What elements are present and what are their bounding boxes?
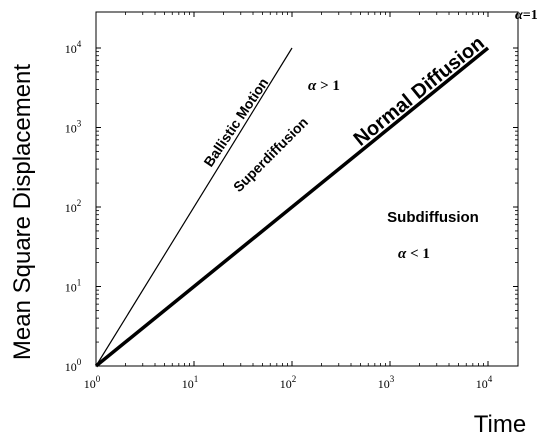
annotation-alpha-equals-one: α=1 — [515, 8, 538, 23]
y-tick-label: 104 — [65, 39, 82, 56]
alpha-relation: > 1 — [316, 78, 340, 94]
y-tick-label: 100 — [65, 357, 82, 374]
x-tick-label: 100 — [84, 374, 101, 391]
y-axis-title: Mean Square Displacement — [9, 64, 36, 360]
y-tick-label: 101 — [65, 278, 82, 295]
annotation-alpha-less-than-one: α < 1 — [398, 246, 430, 262]
x-axis-title: Time — [474, 411, 526, 438]
annotation-alpha-greater-than-one: α > 1 — [308, 78, 340, 94]
annotation-subdiffusion: Subdiffusion — [387, 209, 479, 226]
alpha-relation: =1 — [523, 8, 538, 23]
x-tick-label: 104 — [476, 374, 493, 391]
ballistic-motion-line — [95, 47, 293, 367]
y-tick-label: 103 — [65, 119, 82, 136]
alpha-symbol: α — [308, 78, 317, 94]
series-lines — [94, 46, 490, 368]
annotations: Ballistic Motion Superdiffusion Normal D… — [200, 8, 537, 262]
normal-diffusion-line — [94, 46, 490, 368]
x-tick-label: 101 — [182, 374, 199, 391]
x-tick-label: 102 — [280, 374, 297, 391]
alpha-symbol: α — [515, 8, 523, 23]
alpha-relation: < 1 — [406, 246, 430, 262]
x-tick-label: 103 — [378, 374, 395, 391]
alpha-symbol: α — [398, 246, 407, 262]
axes: 100 101 102 103 104 100 101 102 103 104 — [65, 11, 519, 391]
y-tick-label: 102 — [65, 198, 82, 215]
annotation-normal-diffusion: Normal Diffusion — [350, 32, 489, 150]
plot-frame — [95, 11, 519, 367]
